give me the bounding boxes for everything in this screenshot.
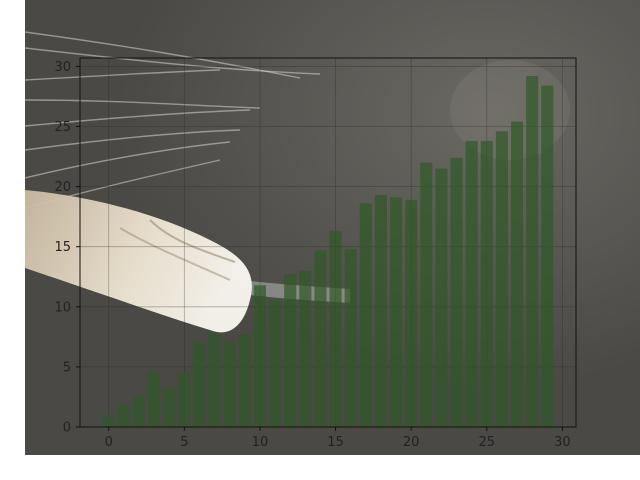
bar-25: [480, 140, 493, 427]
bar-6: [193, 342, 206, 427]
y-tick-label: 20: [54, 180, 71, 195]
bar-18: [374, 195, 387, 427]
y-tick-label: 0: [63, 421, 71, 436]
bar-2: [132, 396, 146, 427]
bar-0: [102, 414, 115, 427]
bar-19: [390, 197, 403, 427]
bar-13: [299, 270, 312, 427]
bar-14: [314, 250, 327, 427]
x-tick-label: 0: [105, 435, 113, 450]
bar-3: [148, 370, 161, 427]
bar-12: [284, 274, 297, 427]
bar-28: [526, 76, 539, 428]
plot-area: 0 5 10 15 20 25 30 0 5 10 15 20 25 30: [54, 57, 577, 450]
x-tick-label: 15: [327, 435, 344, 450]
tick-marks: [76, 65, 563, 431]
x-tick-label: 30: [554, 435, 571, 450]
bar-7: [208, 333, 221, 427]
tick-labels: 0 5 10 15 20 25 30 0 5 10 15 20 25 30: [54, 60, 570, 450]
bar-29: [541, 85, 554, 427]
bar-16: [344, 249, 357, 427]
bar-1: [117, 405, 130, 427]
bar-4: [163, 387, 176, 427]
axes-frame: [79, 57, 577, 428]
y-tick-label: 25: [54, 120, 71, 135]
y-tick-label: 15: [54, 240, 71, 255]
bar-23: [450, 157, 463, 428]
x-tick-label: 5: [180, 435, 188, 450]
bar-series: [102, 76, 554, 428]
bar-21: [420, 162, 433, 427]
y-tick-label: 10: [54, 300, 71, 315]
bar-5: [178, 372, 191, 427]
x-tick-label: 10: [252, 435, 269, 450]
bar-20: [405, 199, 418, 427]
bar-24: [465, 140, 478, 427]
bar-10: [253, 285, 266, 427]
bar-17: [359, 203, 372, 427]
x-tick-label: 20: [403, 435, 420, 450]
bar-26: [495, 131, 508, 427]
bar-9: [238, 334, 251, 427]
x-tick-label: 25: [479, 435, 496, 450]
bar-8: [223, 341, 236, 427]
y-tick-label: 5: [63, 360, 71, 375]
bar-11: [269, 299, 282, 427]
bar-15: [329, 231, 342, 427]
bar-27: [510, 121, 524, 427]
bar-22: [435, 168, 448, 427]
y-tick-label: 30: [54, 60, 71, 75]
